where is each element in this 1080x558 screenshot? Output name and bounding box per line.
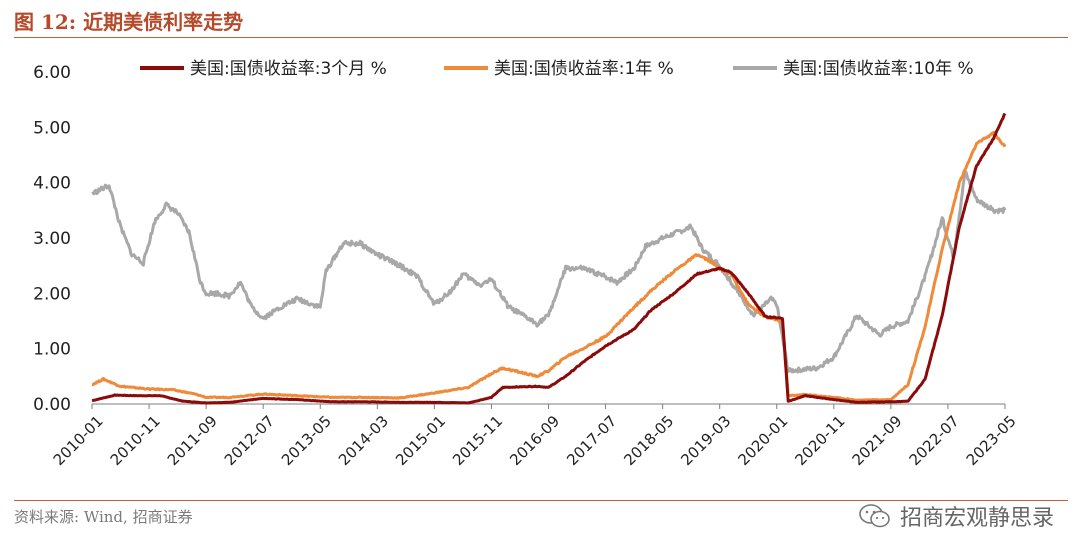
x-tick-label: 2020-11 xyxy=(792,412,849,469)
legend: 美国:国债收益率:3个月 % 美国:国债收益率:1年 % 美国:国债收益率:10年 … xyxy=(140,59,974,79)
x-tick-label: 2010-11 xyxy=(107,412,164,469)
x-tick-label: 2021-09 xyxy=(849,412,906,469)
x-tick-label: 2018-05 xyxy=(620,412,677,469)
y-tick-label: 0.00 xyxy=(33,395,71,415)
y-tick-label: 6.00 xyxy=(33,63,71,83)
y-tick-label: 2.00 xyxy=(33,284,71,304)
y-tick-label: 3.00 xyxy=(33,229,71,249)
legend-item: 美国:国债收益率:1年 % xyxy=(444,59,674,79)
x-tick-label: 2015-01 xyxy=(392,412,449,469)
x-tick-label: 2022-07 xyxy=(906,412,963,469)
x-tick-label: 2017-07 xyxy=(563,412,620,469)
x-tick-label: 2010-01 xyxy=(50,412,107,469)
series-line xyxy=(91,130,1007,402)
y-axis: 0.00 1.00 2.00 3.00 4.00 5.00 6.00 xyxy=(33,63,71,415)
x-tick-label: 2011-09 xyxy=(164,412,221,469)
series-line xyxy=(91,170,1007,374)
footer-rule xyxy=(14,500,1068,501)
y-tick-label: 5.00 xyxy=(33,118,71,138)
legend-label: 美国:国债收益率:1年 % xyxy=(494,59,674,79)
wechat-icon xyxy=(859,504,890,528)
title-rule xyxy=(14,37,1068,38)
watermark: 招商宏观静思录 xyxy=(858,500,1054,532)
x-tick-label: 2013-05 xyxy=(278,412,335,469)
y-tick-label: 4.00 xyxy=(33,174,71,194)
x-tick-label: 2020-01 xyxy=(734,412,791,469)
x-tick-label: 2012-07 xyxy=(221,412,278,469)
legend-item: 美国:国债收益率:10年 % xyxy=(733,59,974,79)
x-tick-label: 2014-03 xyxy=(335,412,392,469)
y-tick-label: 1.00 xyxy=(33,340,71,360)
legend-label: 美国:国债收益率:10年 % xyxy=(783,59,974,79)
x-tick-label: 2016-09 xyxy=(506,412,563,469)
plot-area xyxy=(91,112,1007,405)
x-axis: 2010-01 2010-11 2011-09 2012-07 2013-05 2014-… xyxy=(50,403,1020,469)
line-chart: 美国:国债收益率:3个月 % 美国:国债收益率:1年 % 美国:国债收益率:10年 … xyxy=(33,59,1020,469)
series-line xyxy=(91,112,1007,405)
x-tick-label: 2015-11 xyxy=(449,412,506,469)
legend-label: 美国:国债收益率:3个月 % xyxy=(190,59,387,79)
watermark-text: 招商宏观静思录 xyxy=(899,506,1054,531)
figure-title: 图 12: 近期美债利率走势 xyxy=(14,10,244,34)
x-tick-label: 2019-03 xyxy=(677,412,734,469)
source-note: 资料来源: Wind, 招商证券 xyxy=(14,508,193,526)
x-tick-label: 2023-05 xyxy=(963,412,1020,469)
legend-item: 美国:国债收益率:3个月 % xyxy=(140,59,387,79)
